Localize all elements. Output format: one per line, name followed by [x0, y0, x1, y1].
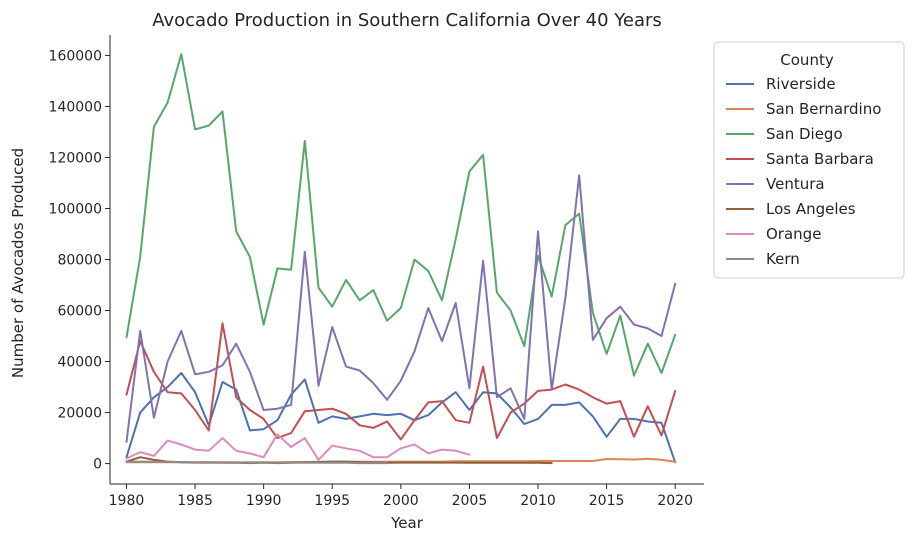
x-tick-label: 2010	[520, 493, 556, 509]
series-line-kern	[125, 460, 389, 465]
legend: County Riverside San Bernardino San Diego S…	[713, 41, 905, 279]
legend-label-los-angeles: Los Angeles	[766, 200, 856, 218]
x-tick-label: 2005	[452, 493, 488, 509]
plot-area	[125, 53, 677, 465]
series-line-riverside	[125, 372, 677, 464]
y-tick-label: 60000	[57, 304, 102, 320]
y-tick-label: 140000	[49, 99, 102, 115]
x-tick-label: 2020	[657, 493, 693, 509]
x-tick-label: 2015	[589, 493, 625, 509]
y-tick-label: 100000	[49, 201, 102, 217]
y-tick-label: 160000	[49, 48, 102, 64]
y-tick-label: 0	[93, 457, 102, 473]
x-tick-label: 1995	[314, 493, 350, 509]
y-tick-label: 40000	[57, 355, 102, 371]
series-line-ventura	[125, 174, 677, 443]
x-tick-label: 1990	[246, 493, 282, 509]
x-axis: 1980 1985 1990 1995 2000 2005 2010 2015 2020	[109, 483, 704, 509]
y-axis: 0 20000 40000 60000 80000 100000 120000 140000 1…	[49, 35, 111, 484]
x-tick-label: 1985	[177, 493, 213, 509]
legend-items: Riverside San Bernardino San Diego Santa Ba…	[726, 75, 881, 268]
series-line-san-diego	[125, 53, 677, 377]
legend-label-san-bernardino: San Bernardino	[766, 100, 881, 118]
x-tick-label: 2000	[383, 493, 419, 509]
legend-label-ventura: Ventura	[766, 175, 825, 193]
y-tick-label: 120000	[49, 150, 102, 166]
y-tick-label: 80000	[57, 253, 102, 269]
legend-label-santa-barbara: Santa Barbara	[766, 150, 874, 168]
series-line-santa-barbara	[125, 322, 677, 441]
x-axis-title: Year	[390, 514, 424, 532]
legend-label-kern: Kern	[766, 250, 800, 268]
legend-box	[713, 41, 905, 279]
series-line-orange	[125, 433, 471, 461]
x-tick-label: 1980	[109, 493, 145, 509]
legend-title: County	[780, 51, 834, 69]
y-axis-title: Number of Avocados Produced	[9, 148, 27, 378]
legend-label-riverside: Riverside	[766, 75, 836, 93]
chart-title: Avocado Production in Southern Californi…	[152, 10, 662, 31]
legend-label-san-diego: San Diego	[766, 125, 843, 143]
y-tick-label: 20000	[57, 406, 102, 422]
legend-label-orange: Orange	[766, 225, 821, 243]
